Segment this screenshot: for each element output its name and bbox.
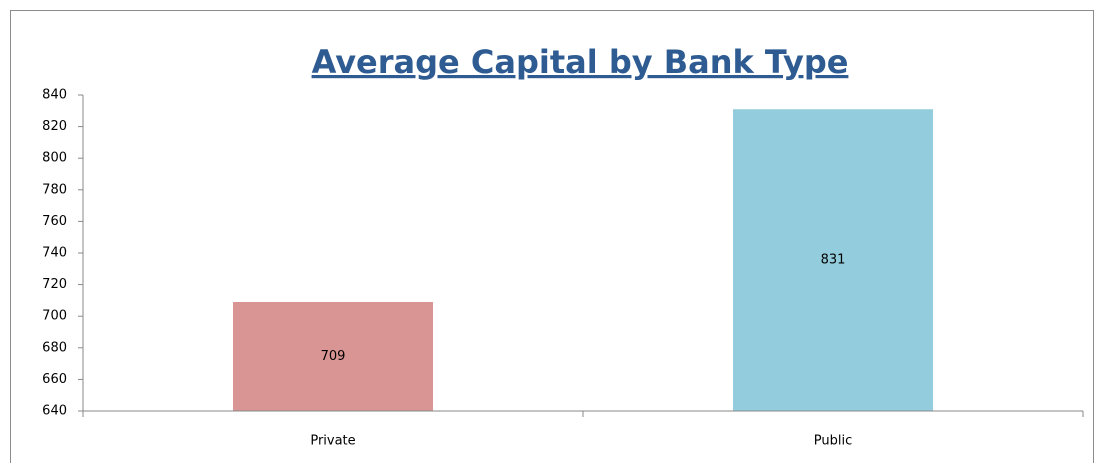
y-tick-label: 780 xyxy=(42,182,67,197)
x-tick-label: Private xyxy=(310,434,355,449)
data-label: 831 xyxy=(821,253,846,268)
y-tick-label: 660 xyxy=(42,372,67,387)
y-tick-label: 680 xyxy=(42,340,67,355)
y-tick-label: 840 xyxy=(42,88,67,103)
x-tick-label: Public xyxy=(814,434,852,449)
y-tick-label: 800 xyxy=(42,151,67,166)
chart-title: Average Capital by Bank Type xyxy=(312,43,849,81)
bar xyxy=(733,109,933,411)
y-tick-label: 700 xyxy=(42,309,67,324)
y-tick-label: 720 xyxy=(42,277,67,292)
y-tick-label: 740 xyxy=(42,246,67,261)
data-label: 709 xyxy=(321,349,346,364)
bar xyxy=(233,301,433,411)
y-tick-label: 640 xyxy=(42,404,67,419)
y-tick-label: 820 xyxy=(42,119,67,134)
y-tick-label: 760 xyxy=(42,214,67,229)
